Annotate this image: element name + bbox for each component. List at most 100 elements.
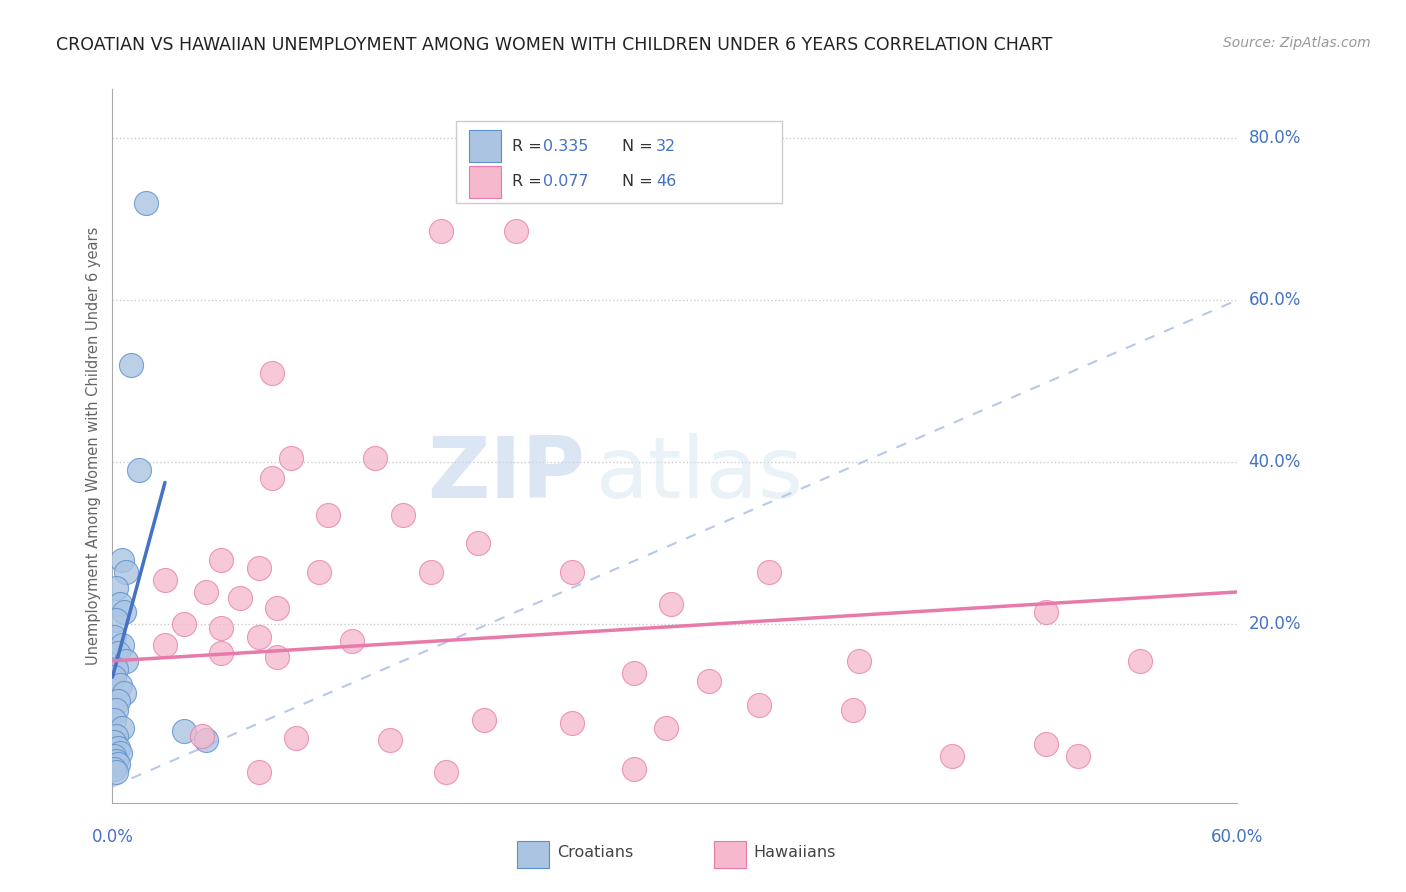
Point bbox=[260, 366, 283, 380]
Point bbox=[561, 716, 583, 731]
Text: Hawaiians: Hawaiians bbox=[754, 846, 837, 860]
Point bbox=[107, 694, 129, 708]
Point bbox=[103, 713, 125, 727]
Point bbox=[107, 740, 129, 755]
Point bbox=[842, 702, 865, 716]
Point bbox=[103, 748, 125, 763]
Point bbox=[392, 508, 415, 522]
Text: 60.0%: 60.0% bbox=[1249, 291, 1301, 309]
Point bbox=[107, 756, 129, 771]
Point bbox=[103, 762, 125, 776]
Point bbox=[135, 195, 157, 210]
Text: ZIP: ZIP bbox=[427, 433, 585, 516]
Point bbox=[103, 670, 125, 684]
Point bbox=[114, 654, 136, 668]
Text: R =: R = bbox=[512, 175, 547, 189]
Text: R =: R = bbox=[512, 139, 547, 153]
Point bbox=[697, 674, 720, 689]
Point bbox=[280, 451, 302, 466]
FancyBboxPatch shape bbox=[456, 121, 782, 203]
Point bbox=[173, 617, 195, 632]
Text: N =: N = bbox=[621, 175, 658, 189]
Point bbox=[111, 552, 134, 566]
Point bbox=[105, 764, 128, 779]
Point bbox=[659, 597, 682, 611]
Point bbox=[105, 754, 128, 768]
Text: Croatians: Croatians bbox=[557, 846, 633, 860]
Text: N =: N = bbox=[621, 139, 658, 153]
Point bbox=[107, 646, 129, 660]
Point bbox=[505, 224, 527, 238]
Point bbox=[364, 451, 387, 466]
Point bbox=[103, 630, 125, 644]
Text: atlas: atlas bbox=[596, 433, 804, 516]
Point bbox=[260, 471, 283, 485]
FancyBboxPatch shape bbox=[470, 166, 501, 198]
Point bbox=[173, 724, 195, 739]
Text: 40.0%: 40.0% bbox=[1249, 453, 1301, 471]
FancyBboxPatch shape bbox=[470, 130, 501, 162]
Point bbox=[111, 721, 134, 735]
Point bbox=[748, 698, 770, 713]
Point bbox=[623, 762, 645, 776]
Point bbox=[229, 591, 252, 606]
Text: 0.0%: 0.0% bbox=[91, 828, 134, 846]
Point bbox=[623, 666, 645, 681]
Point bbox=[472, 713, 495, 727]
FancyBboxPatch shape bbox=[714, 841, 745, 869]
Point bbox=[108, 746, 131, 760]
Point bbox=[209, 646, 232, 660]
Point bbox=[153, 573, 176, 587]
Point bbox=[105, 729, 128, 743]
Text: CROATIAN VS HAWAIIAN UNEMPLOYMENT AMONG WOMEN WITH CHILDREN UNDER 6 YEARS CORREL: CROATIAN VS HAWAIIAN UNEMPLOYMENT AMONG … bbox=[56, 36, 1053, 54]
FancyBboxPatch shape bbox=[517, 841, 548, 869]
Point bbox=[266, 649, 288, 664]
Point bbox=[1129, 654, 1152, 668]
Point bbox=[108, 597, 131, 611]
Point bbox=[114, 565, 136, 579]
Point bbox=[561, 565, 583, 579]
Text: 20.0%: 20.0% bbox=[1249, 615, 1301, 633]
Text: 32: 32 bbox=[655, 139, 676, 153]
Point bbox=[266, 601, 288, 615]
Point bbox=[105, 662, 128, 676]
Text: Source: ZipAtlas.com: Source: ZipAtlas.com bbox=[1223, 36, 1371, 50]
Point bbox=[848, 654, 870, 668]
Point bbox=[1035, 738, 1057, 752]
Point bbox=[120, 358, 142, 372]
Point bbox=[112, 686, 135, 700]
Point bbox=[128, 463, 150, 477]
Point bbox=[429, 224, 451, 238]
Point bbox=[112, 605, 135, 619]
Text: 60.0%: 60.0% bbox=[1211, 828, 1264, 846]
Point bbox=[108, 678, 131, 692]
Point bbox=[467, 536, 489, 550]
Point bbox=[1035, 605, 1057, 619]
Point bbox=[191, 729, 214, 743]
Point bbox=[153, 638, 176, 652]
Text: 0.335: 0.335 bbox=[543, 139, 589, 153]
Point bbox=[941, 748, 963, 763]
Point bbox=[342, 633, 364, 648]
Text: 0.077: 0.077 bbox=[543, 175, 589, 189]
Point bbox=[105, 702, 128, 716]
Point bbox=[103, 735, 125, 749]
Point bbox=[195, 732, 218, 747]
Point bbox=[105, 613, 128, 627]
Point bbox=[209, 622, 232, 636]
Point bbox=[285, 731, 308, 745]
Point bbox=[247, 560, 270, 574]
Text: 80.0%: 80.0% bbox=[1249, 128, 1301, 147]
Point bbox=[758, 565, 780, 579]
Point bbox=[316, 508, 339, 522]
Point bbox=[308, 565, 330, 579]
Text: 46: 46 bbox=[655, 175, 676, 189]
Y-axis label: Unemployment Among Women with Children Under 6 years: Unemployment Among Women with Children U… bbox=[86, 227, 101, 665]
Point bbox=[209, 552, 232, 566]
Point bbox=[434, 764, 457, 779]
Point bbox=[105, 581, 128, 595]
Point bbox=[420, 565, 443, 579]
Point bbox=[1067, 748, 1090, 763]
Point bbox=[378, 732, 401, 747]
Point bbox=[654, 721, 676, 735]
